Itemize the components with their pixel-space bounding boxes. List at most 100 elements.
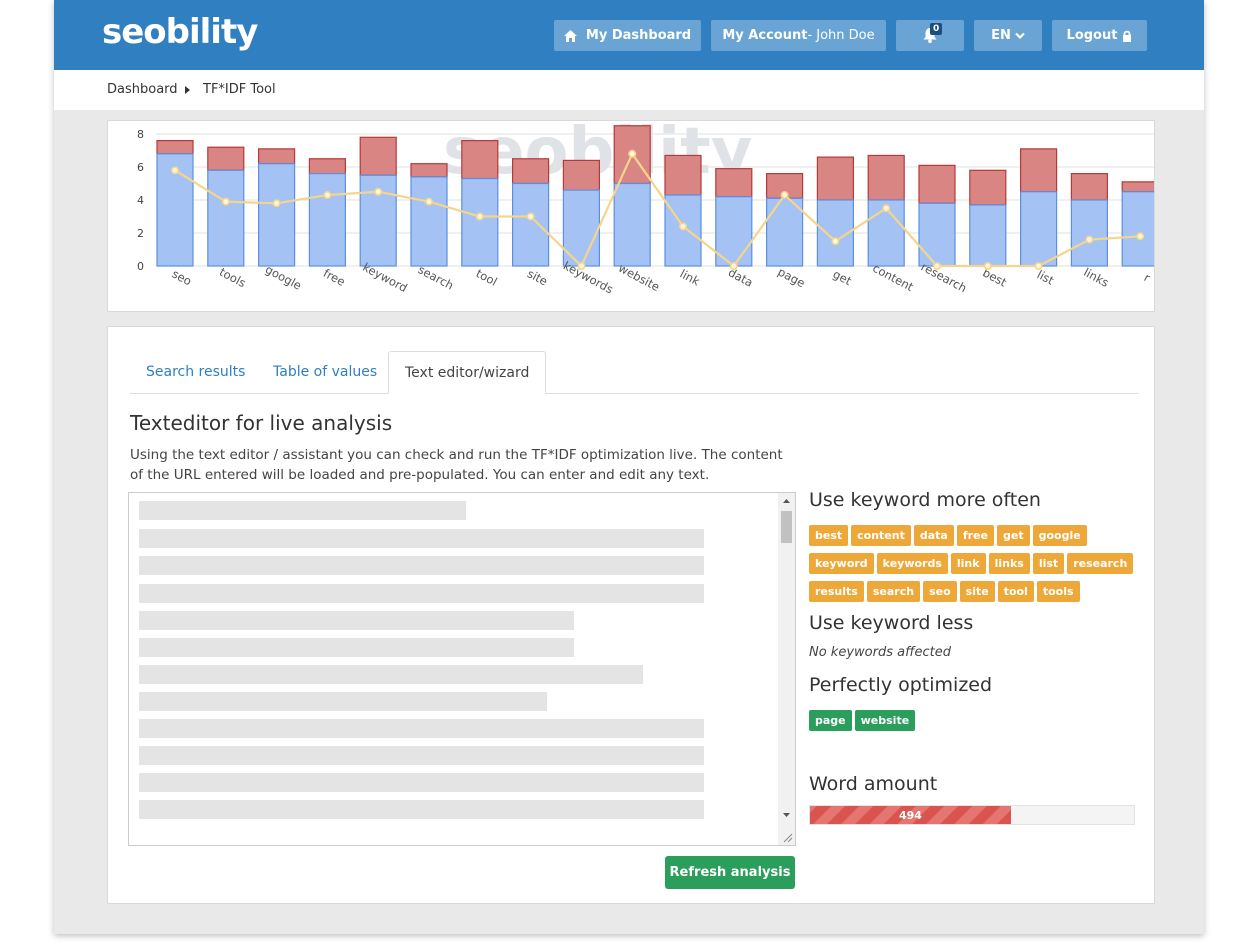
refresh-analysis-button[interactable]: Refresh analysis [665,856,795,889]
line-point [1085,235,1094,244]
line-point [932,262,941,271]
range-bar [410,163,448,178]
my-dashboard-label: My Dashboard [585,28,692,43]
logout-label: Logout [1066,28,1118,43]
account-user-name: - John Doe [807,28,875,43]
top-navbar: seobility My Dashboard My Account - John… [54,0,1204,70]
x-tick-label: tools [217,265,248,290]
keyword-tag-more: research [1067,553,1134,574]
y-tick-label: 4 [137,194,144,207]
keyword-tag-more: keyword [809,553,874,574]
lock-icon [1123,30,1132,42]
text-line [139,556,704,575]
keyword-tag-more: content [851,525,911,546]
value-bar [715,196,753,267]
editor-scrollbar[interactable] [778,493,795,845]
my-account-button[interactable]: My Account - John Doe [711,20,886,51]
value-bar [308,172,346,267]
breadcrumb: Dashboard TF*IDF Tool [54,70,1204,110]
value-bar [1070,199,1109,267]
text-editor-area[interactable] [128,492,796,846]
tab-search-results[interactable]: Search results [146,364,246,380]
range-bar [359,136,397,176]
value-bar [258,163,296,267]
my-dashboard-button[interactable]: My Dashboard [554,20,701,51]
line-point [882,204,891,213]
language-dropdown[interactable]: EN [974,20,1042,51]
line-point [374,187,383,196]
x-tick-label: tool [474,266,500,289]
tab-table-of-values[interactable]: Table of values [273,364,378,380]
keyword-tag-more: tools [1036,581,1080,602]
text-line [139,584,704,603]
y-tick-label: 6 [137,161,144,174]
line-point [424,197,433,206]
use-more-keyword-list: best content data free get google keyword keywo… [809,524,1139,608]
my-account-label: My Account [722,28,808,43]
line-point [1136,232,1145,241]
range-bar [512,158,550,185]
range-bar [156,140,194,155]
text-line [139,719,704,738]
text-line [139,611,574,630]
line-point [526,212,535,221]
text-line [139,638,574,657]
x-tick-label: free [321,266,348,289]
y-tick-label: 8 [137,128,144,141]
editor-title: Texteditor for live analysis [130,411,393,435]
word-count-label: 494 [898,808,922,822]
keyword-tag-more: search [866,581,921,602]
page-container: seobility My Dashboard My Account - John… [54,0,1204,934]
scrollbar-thumb[interactable] [781,511,792,543]
notifications-button[interactable]: 0 [896,20,964,51]
text-line [139,746,704,765]
value-bar [918,202,956,267]
y-tick-label: 0 [137,260,144,273]
scroll-up-arrow-icon[interactable] [778,495,795,507]
x-tick-label: page [776,265,808,291]
home-icon [563,29,577,42]
x-tick-label: google [263,262,304,293]
tfidf-chart-panel: seobility 0 2 4 6 8 seo tools google free keyword… [107,120,1155,312]
breadcrumb-dashboard-link[interactable]: Dashboard [107,82,178,97]
x-tick-label: seo [170,267,194,289]
editor-description: Using the text editor / assistant you ca… [130,447,783,483]
keyword-tag-more: google [1032,525,1087,546]
range-bar [969,169,1007,206]
keyword-tag-more: data [913,525,954,546]
tab-text-editor[interactable]: Text editor/wizard [388,351,547,394]
optimized-keyword-list: page website [809,709,1139,737]
value-bar [207,169,245,267]
x-tick-label: data [726,265,755,290]
perfectly-optimized-title: Perfectly optimized [809,674,993,696]
text-line [139,529,704,548]
x-tick-label: list [1035,267,1057,288]
keyword-tag-more: get [996,525,1030,546]
value-bar [1121,191,1154,267]
range-bar [207,146,245,171]
x-tick-label: link [678,267,703,289]
use-more-title: Use keyword more often [809,489,1041,511]
value-bar [969,204,1007,267]
scroll-down-arrow-icon[interactable] [778,809,795,821]
x-tick-label: links [1081,265,1111,290]
seobility-logo[interactable]: seobility [102,12,258,52]
word-amount-progress-bar: 494 [809,805,1135,825]
notifications-count-badge: 0 [930,23,943,35]
x-tick-label: search [416,262,456,292]
value-bar [512,182,550,267]
range-bar [258,148,296,165]
no-keywords-note: No keywords affected [809,645,951,660]
y-tick-label: 2 [137,227,144,240]
resize-handle-icon[interactable] [781,831,793,843]
logout-button[interactable]: Logout [1052,20,1147,51]
x-tick-label: site [525,266,550,288]
editor-panel: Search results Table of values Text edit… [107,326,1155,904]
line-point [628,149,637,158]
keyword-tag-optimized: website [854,710,916,731]
range-bar [867,154,905,201]
keyword-tag-more: links [988,553,1030,574]
range-bar [1121,181,1154,193]
keyword-tag-more: list [1032,553,1065,574]
